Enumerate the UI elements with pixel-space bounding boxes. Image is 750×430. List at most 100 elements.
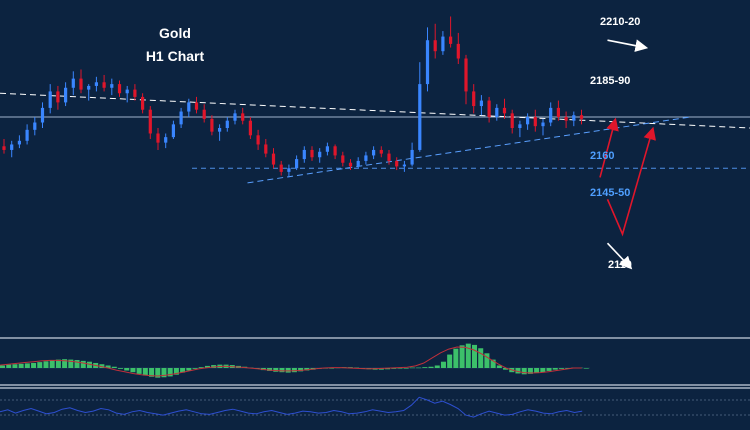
osc-bar-74 bbox=[459, 345, 465, 368]
candle-body-51 bbox=[395, 160, 399, 167]
osc-bar-17 bbox=[105, 365, 111, 368]
candle-body-58 bbox=[449, 36, 453, 44]
osc-bar-94 bbox=[583, 368, 589, 369]
osc-bar-63 bbox=[391, 368, 397, 369]
osc-bar-3 bbox=[18, 363, 24, 368]
osc-bar-16 bbox=[99, 364, 105, 368]
candle-body-22 bbox=[171, 124, 175, 138]
osc-bar-65 bbox=[403, 368, 409, 369]
candle-body-14 bbox=[110, 84, 114, 88]
candle-body-29 bbox=[225, 120, 229, 128]
candle-body-17 bbox=[133, 89, 137, 97]
candle-body-46 bbox=[356, 160, 360, 167]
candle-body-67 bbox=[518, 124, 522, 128]
osc-bar-66 bbox=[409, 367, 415, 369]
candle-body-73 bbox=[564, 117, 568, 121]
candle-body-36 bbox=[279, 164, 283, 172]
osc-bar-33 bbox=[204, 365, 210, 368]
osc-bar-83 bbox=[515, 368, 521, 374]
candle-body-63 bbox=[487, 100, 491, 118]
osc-bar-70 bbox=[434, 365, 440, 368]
candle-body-37 bbox=[287, 168, 291, 172]
candle-body-4 bbox=[33, 122, 37, 130]
chart-subtitle: H1 Chart bbox=[145, 48, 205, 64]
candle-body-70 bbox=[541, 122, 545, 127]
candle-body-66 bbox=[510, 113, 514, 128]
candle-body-68 bbox=[526, 117, 530, 125]
candle-body-62 bbox=[479, 100, 483, 107]
candle-body-7 bbox=[56, 91, 60, 103]
candle-body-21 bbox=[164, 137, 168, 143]
candle-body-45 bbox=[348, 162, 353, 167]
osc-bar-12 bbox=[74, 360, 80, 368]
osc-bar-29 bbox=[180, 368, 186, 373]
osc-bar-25 bbox=[155, 368, 161, 378]
candle-body-64 bbox=[495, 107, 499, 118]
osc-bar-79 bbox=[490, 359, 496, 368]
candle-body-40 bbox=[310, 149, 314, 158]
osc-bar-72 bbox=[447, 354, 453, 368]
level-label-2110: 2110 bbox=[608, 259, 632, 271]
projection-arrow-1 bbox=[606, 126, 656, 237]
candle-body-50 bbox=[387, 153, 391, 161]
osc-bar-64 bbox=[397, 368, 403, 369]
candle-body-42 bbox=[325, 146, 329, 152]
osc-bar-68 bbox=[422, 367, 428, 368]
candle-body-16 bbox=[125, 89, 129, 94]
candle-body-19 bbox=[148, 109, 152, 134]
osc-bar-10 bbox=[62, 359, 68, 368]
osc-bar-27 bbox=[167, 368, 173, 377]
candle-body-54 bbox=[418, 84, 422, 150]
osc-bar-1 bbox=[6, 364, 12, 368]
osc-bar-14 bbox=[86, 361, 92, 368]
osc-bar-5 bbox=[31, 362, 37, 368]
osc-bar-43 bbox=[267, 368, 273, 371]
candle-body-9 bbox=[71, 78, 75, 88]
candle-body-1 bbox=[10, 144, 14, 150]
candle-body-57 bbox=[441, 36, 445, 52]
candle-body-59 bbox=[456, 43, 460, 59]
projection-arrow-0 bbox=[599, 117, 619, 178]
osc-bar-8 bbox=[49, 360, 55, 368]
osc-bar-67 bbox=[416, 367, 422, 369]
osc-bar-47 bbox=[291, 368, 297, 373]
candle-body-13 bbox=[102, 82, 106, 88]
osc-bar-76 bbox=[472, 344, 478, 368]
candle-body-5 bbox=[40, 107, 45, 123]
candle-body-32 bbox=[248, 120, 252, 136]
candle-body-18 bbox=[141, 96, 145, 110]
osc-bar-24 bbox=[149, 368, 155, 377]
candle-body-43 bbox=[333, 146, 337, 156]
candle-body-55 bbox=[425, 40, 430, 85]
candle-body-8 bbox=[64, 87, 68, 103]
osc-bar-77 bbox=[478, 348, 484, 368]
candle-body-0 bbox=[2, 146, 6, 150]
osc-bar-45 bbox=[279, 368, 285, 373]
candle-body-49 bbox=[379, 149, 383, 154]
candle-body-60 bbox=[464, 58, 468, 92]
osc-bar-13 bbox=[80, 360, 86, 368]
osc-bar-73 bbox=[453, 348, 459, 368]
osc-bar-28 bbox=[173, 368, 179, 375]
candle-body-30 bbox=[233, 113, 237, 121]
osc-bar-18 bbox=[111, 366, 117, 368]
candle-body-10 bbox=[79, 78, 83, 90]
trendline-0 bbox=[0, 92, 750, 129]
candle-body-31 bbox=[241, 113, 245, 121]
candle-body-69 bbox=[533, 117, 537, 127]
osc-bar-11 bbox=[68, 359, 74, 368]
candle-body-44 bbox=[341, 155, 345, 163]
osc-bar-32 bbox=[198, 367, 204, 368]
candle-body-71 bbox=[549, 107, 553, 123]
osc-bar-46 bbox=[285, 368, 291, 373]
osc-bar-85 bbox=[527, 368, 533, 374]
candle-body-65 bbox=[502, 107, 507, 114]
osc-signal-line bbox=[0, 346, 582, 377]
osc-bar-19 bbox=[118, 368, 124, 369]
osc-bar-44 bbox=[273, 368, 279, 372]
candle-body-52 bbox=[402, 164, 406, 167]
candle-body-61 bbox=[472, 91, 476, 107]
candle-body-26 bbox=[202, 109, 206, 119]
osc-bar-69 bbox=[428, 366, 434, 368]
